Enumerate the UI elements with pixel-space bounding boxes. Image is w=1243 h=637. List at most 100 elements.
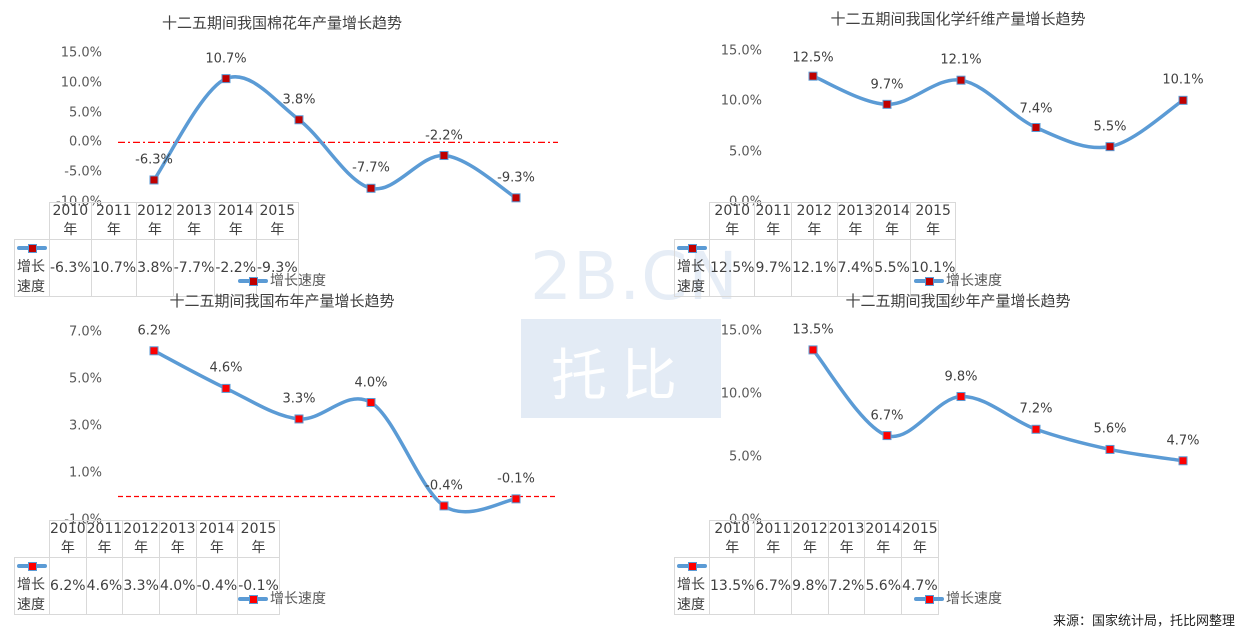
table-year-header: 2013年 [827, 520, 866, 558]
table-year-header: 2014年 [864, 520, 903, 558]
data-table: 2010年 2011年 2012年 2013年 2014年 2015年 增长速度 6.2% 4.… [14, 520, 280, 615]
table-cell: 4.0% [158, 557, 197, 615]
table-header-row: 2010年 2011年 2012年 2013年 2014年 2015年 [15, 202, 299, 240]
table-series-label: 增长速度 [674, 557, 710, 615]
data-point-marker [882, 431, 892, 441]
table-year-header: 2011年 [85, 520, 124, 558]
data-label: 4.6% [209, 360, 243, 376]
table-row: 增长速度 12.5% 9.7% 12.1% 7.4% 5.5% 10.1% [674, 239, 957, 297]
legend-label: 增长速度 [946, 273, 1002, 289]
table-year-header: 2013年 [158, 520, 197, 558]
data-point-marker [1031, 123, 1041, 133]
y-axis-tick-label: 5.0% [728, 144, 762, 160]
data-label: 6.7% [870, 408, 904, 424]
legend-line-marker-icon [677, 243, 707, 253]
table-cell: 12.5% [708, 239, 756, 297]
table-year-header: 2015年 [909, 202, 957, 240]
table-cell: 10.1% [909, 239, 957, 297]
table-cell: 7.4% [836, 239, 875, 297]
legend-label: 增长速度 [270, 273, 326, 289]
table-cell: 3.3% [122, 557, 160, 615]
legend-line-marker-icon [914, 594, 944, 604]
y-axis-tick-label: 7.0% [68, 324, 102, 340]
table-year-header: 2014年 [873, 202, 911, 240]
legend-line-marker-icon [677, 561, 707, 571]
data-point-marker [511, 193, 521, 203]
data-label: 9.8% [944, 369, 978, 385]
chart-legend: 增长速度 [238, 270, 326, 290]
data-point-marker [439, 501, 449, 511]
y-axis-tick-label: 10.0% [60, 75, 102, 91]
table-cell: 13.5% [708, 557, 756, 615]
table-year-header: 2011年 [754, 520, 793, 558]
data-point-marker [294, 115, 304, 125]
table-header-row: 2010年 2011年 2012年 2013年 2014年 2015年 [15, 520, 280, 558]
series-line [152, 349, 518, 514]
data-point-marker [956, 75, 966, 85]
table-year-header: 2010年 [708, 520, 756, 558]
data-label: 3.3% [282, 391, 316, 407]
watermark-tobi-text: 托比网 [551, 344, 691, 490]
y-axis-tick-label: 3.0% [68, 418, 102, 434]
table-year-header: 2015年 [237, 520, 280, 558]
data-table: 2010年 2011年 2012年 2013年 2014年 2015年 增长速度 13.5% 6… [674, 520, 939, 615]
table-cell: 4.7% [901, 557, 939, 615]
table-year-header: 2011年 [90, 202, 138, 240]
data-point-marker [882, 99, 892, 109]
data-point-marker [1105, 444, 1115, 454]
data-label: -0.4% [425, 478, 463, 494]
table-year-header: 2012年 [791, 520, 829, 558]
table-year-header: 2010年 [49, 520, 87, 558]
data-point-marker [808, 71, 818, 81]
data-label: 12.5% [792, 50, 834, 66]
table-cell: 3.8% [136, 239, 174, 297]
table-header-row: 2010年 2011年 2012年 2013年 2014年 2015年 [675, 520, 939, 558]
data-label: 9.7% [870, 77, 904, 93]
legend-line-marker-icon [914, 276, 944, 286]
series-line [811, 348, 1185, 463]
chart-legend: 增长速度 [914, 588, 1002, 608]
y-axis-tick-label: 10.0% [720, 93, 762, 109]
table-year-header: 2013年 [836, 202, 875, 240]
data-point-marker [149, 175, 159, 185]
chart-title: 十二五期间我国布年产量增长趋势 [169, 292, 395, 310]
y-axis-tick-label: 0.0% [68, 134, 102, 150]
data-label: 3.8% [282, 92, 316, 108]
data-point-marker [956, 392, 966, 402]
data-point-marker [366, 398, 376, 407]
table-series-label: 增长速度 [14, 557, 50, 615]
data-label: 7.4% [1019, 101, 1053, 116]
source-note: 来源：国家统计局，托比网整理 [1052, 614, 1235, 629]
data-point-marker [149, 346, 159, 356]
table-cell: 5.6% [864, 557, 903, 615]
table-row: 增长速度 6.2% 4.6% 3.3% 4.0% -0.4% -0.1% [14, 557, 280, 615]
data-label: 7.2% [1019, 401, 1053, 417]
legend-line-marker-icon [17, 561, 47, 571]
data-point-marker [366, 183, 376, 193]
data-label: 6.2% [137, 323, 171, 339]
table-cell: -6.3% [49, 239, 92, 297]
table-cell: 6.2% [49, 557, 87, 615]
table-cell: -0.4% [195, 557, 239, 615]
table-year-header: 2015年 [901, 520, 939, 558]
table-year-header: 2011年 [754, 202, 793, 240]
data-table: 2010年 2011年 2012年 2013年 2014年 2015年 增长速度 12.5% 9… [674, 202, 957, 297]
data-point-marker [808, 345, 818, 355]
y-axis-tick-label: 5.0% [68, 371, 102, 387]
table-series-label: 增长速度 [14, 239, 50, 297]
table-row: 增长速度 13.5% 6.7% 9.8% 7.2% 5.6% 4.7% [674, 557, 939, 615]
legend-line-marker-icon [238, 594, 268, 604]
legend-label: 增长速度 [270, 591, 326, 607]
y-axis-tick-label: 1.0% [68, 465, 102, 481]
chart-title: 十二五期间我国化学纤维产量增长趋势 [830, 10, 1086, 28]
legend-label: 增长速度 [946, 591, 1002, 607]
table-header-row: 2010年 2011年 2012年 2013年 2014年 2015年 [675, 202, 957, 240]
data-label: 4.0% [354, 375, 388, 390]
data-point-marker [1178, 95, 1188, 105]
data-label: 13.5% [792, 322, 834, 338]
table-year-header: 2013年 [172, 202, 216, 240]
table-year-header: 2014年 [195, 520, 239, 558]
y-axis-tick-label: 10.0% [720, 386, 762, 402]
data-point-marker [1105, 142, 1115, 152]
data-label: -2.2% [425, 128, 463, 143]
